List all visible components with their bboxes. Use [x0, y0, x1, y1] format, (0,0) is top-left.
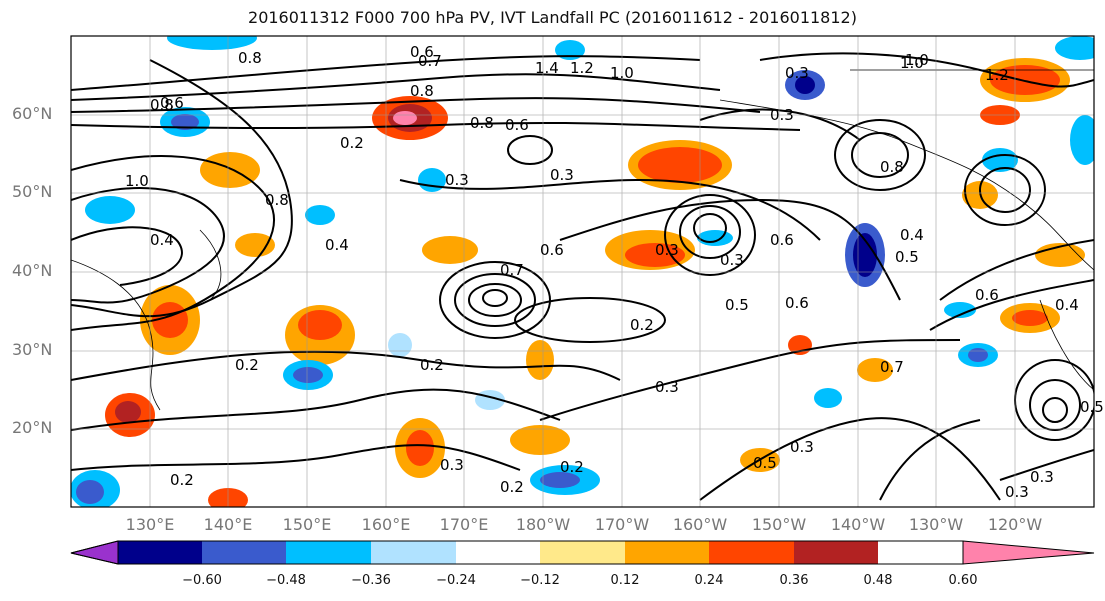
lon-label-160w: 160°W: [672, 515, 728, 534]
contour-label: 0.5: [895, 248, 919, 266]
contour-label: 1.0: [900, 54, 924, 72]
colorbar-tick-label: 0.60: [948, 573, 978, 588]
lon-label-170w: 170°W: [594, 515, 650, 534]
contour-label: 0.2: [500, 478, 524, 496]
contour-label: 0.8: [150, 96, 174, 114]
contour-label: 0.2: [170, 471, 194, 489]
colorbar-tick-label: 0.36: [779, 573, 809, 588]
colorbar-tick-label: 0.12: [610, 573, 640, 588]
contour-labels: 0.60.8 0.7 1.4 1.2 1.01.00.30.81.00.60.81.20…: [125, 43, 1104, 501]
map-frame: [70, 35, 1095, 508]
lon-label-120w: 120°W: [987, 515, 1043, 534]
lat-label-50n: 50°N: [12, 182, 53, 201]
contour-label: 0.6: [540, 241, 564, 259]
contour-label: 0.6: [505, 116, 529, 134]
contour-label: 0.6: [785, 294, 809, 312]
contour-label: 0.7: [500, 261, 524, 279]
lon-label-180w: 180°W: [515, 515, 571, 534]
contour-label: 0.3: [655, 241, 679, 259]
lat-label-40n: 40°N: [12, 261, 53, 280]
ivt-contours: [71, 52, 1094, 501]
contour-label: 0.8: [880, 158, 904, 176]
contour-label: 0.4: [325, 236, 349, 254]
contour-label: 0.6: [770, 231, 794, 249]
contour-label: 0.2: [630, 316, 654, 334]
lon-label-160e: 160°E: [361, 515, 411, 534]
contour-label: 0.8: [265, 191, 289, 209]
colorbar-tick-label: 0.48: [863, 573, 893, 588]
contour-label: 0.5: [1080, 398, 1104, 416]
contour-label: 1.4: [535, 59, 559, 77]
lat-label-20n: 20°N: [12, 418, 53, 437]
contour-label: 0.2: [340, 134, 364, 152]
contour-label: 1.0: [610, 64, 634, 82]
colorbar-tick-label: −0.24: [436, 573, 476, 588]
contour-label: 0.8: [410, 82, 434, 100]
colorbar: [70, 540, 1095, 565]
contour-label: 0.8: [470, 114, 494, 132]
contour-label: 0.2: [560, 458, 584, 476]
contour-label: 0.3: [1030, 468, 1054, 486]
contour-label: 0.5: [725, 296, 749, 314]
contour-label: 0.3: [440, 456, 464, 474]
graticule: [71, 36, 1094, 507]
contour-label: 1.2: [985, 66, 1009, 84]
lon-label-130w: 130°W: [908, 515, 964, 534]
map-title: 2016011312 F000 700 hPa PV, IVT Landfall…: [248, 8, 857, 27]
contour-label: 0.3: [785, 64, 809, 82]
contour-label: 0.8: [238, 49, 262, 67]
lon-label-150e: 150°E: [282, 515, 332, 534]
contour-label: 1.0: [125, 172, 149, 190]
lon-label-130e: 130°E: [125, 515, 175, 534]
lat-label-30n: 30°N: [12, 340, 53, 359]
lon-label-140w: 140°W: [830, 515, 886, 534]
contour-label: 1.0: [905, 51, 929, 69]
contour-label: 0.5: [753, 454, 777, 472]
contour-label: 0.4: [900, 226, 924, 244]
lon-label-170e: 170°E: [439, 515, 489, 534]
contour-label: 0.4: [1055, 296, 1079, 314]
map-background: [71, 36, 1094, 507]
contour-label: 0.6: [160, 94, 184, 112]
colorbar-tick-label: −0.60: [182, 573, 222, 588]
contour-label: 0.3: [770, 106, 794, 124]
colorbar-tick-label: 0.24: [694, 573, 724, 588]
lon-label-150w: 150°W: [751, 515, 807, 534]
contour-label: 0.6: [975, 286, 999, 304]
contour-label: 0.4: [150, 231, 174, 249]
contour-label: 0.3: [550, 166, 574, 184]
contour-label: 0.2: [235, 356, 259, 374]
contour-label: 0.3: [720, 251, 744, 269]
colorbar-tick-label: −0.12: [520, 573, 560, 588]
contour-label: 0.3: [445, 171, 469, 189]
contour-label: 0.6: [410, 43, 434, 61]
colorbar-tick-label: −0.48: [266, 573, 306, 588]
colorbar-tick-label: −0.36: [351, 573, 391, 588]
contour-label: 0.3: [790, 438, 814, 456]
contour-label: 0.7: [880, 358, 904, 376]
contour-label: 0.3: [655, 378, 679, 396]
contour-label: 0.7: [418, 52, 442, 70]
lon-label-140e: 140°E: [203, 515, 253, 534]
contour-label: 0.2: [420, 356, 444, 374]
contour-label: 1.2: [570, 59, 594, 77]
contour-label: 0.3: [1005, 483, 1029, 501]
lat-label-60n: 60°N: [12, 104, 53, 123]
